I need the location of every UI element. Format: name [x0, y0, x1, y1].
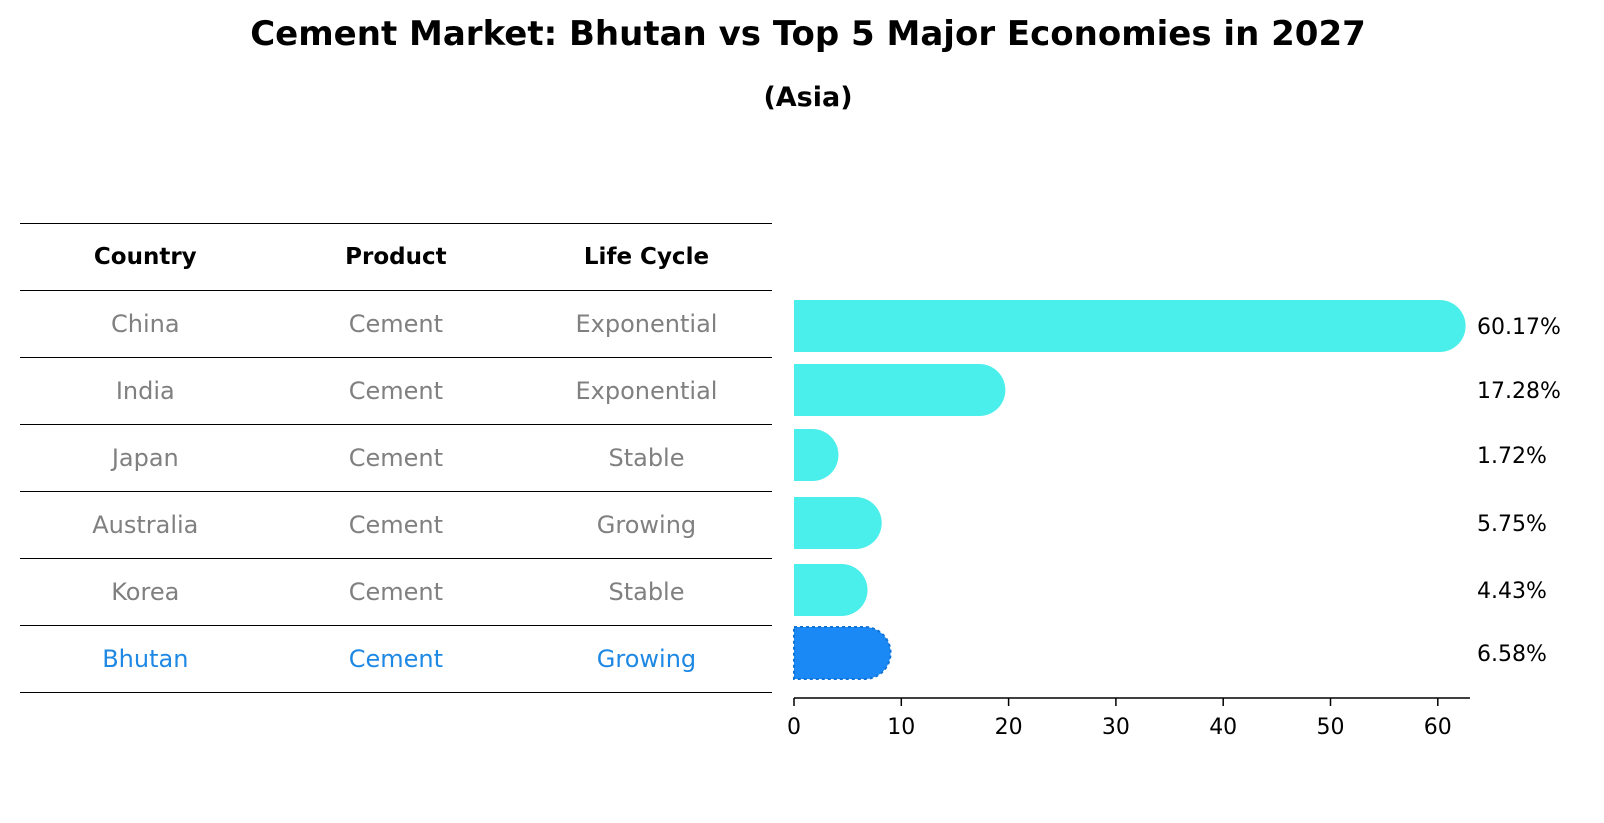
table-row-highlighted: Bhutan Cement Growing — [20, 625, 772, 693]
value-label-india: 17.28% — [1477, 379, 1561, 404]
table-row: China Cement Exponential — [20, 290, 772, 357]
bar-australia — [794, 497, 882, 549]
table-row: Japan Cement Stable — [20, 424, 772, 491]
cell-country: China — [111, 310, 180, 338]
header-product: Product — [345, 244, 447, 270]
cell-life-cycle: Growing — [596, 645, 697, 673]
cell-life-cycle: Stable — [608, 444, 685, 472]
cell-life-cycle: Stable — [608, 578, 685, 606]
x-axis: 0 10 20 30 40 50 60 — [787, 697, 1470, 740]
table-row: Australia Cement Growing — [20, 491, 772, 558]
cell-country: Japan — [111, 444, 179, 472]
cell-product: Cement — [348, 377, 444, 405]
cell-country: Australia — [92, 511, 199, 539]
value-label-korea: 4.43% — [1477, 579, 1547, 604]
bars-group — [793, 300, 1466, 680]
cell-life-cycle: Exponential — [575, 377, 718, 405]
table-header-row: Country Product Life Cycle — [20, 223, 772, 290]
header-country: Country — [93, 244, 197, 270]
market-table: Country Product Life Cycle China Cement … — [20, 223, 772, 693]
value-label-australia: 5.75% — [1477, 512, 1547, 537]
bar-japan — [794, 429, 839, 481]
cell-product: Cement — [348, 444, 444, 472]
x-tick-label-60: 60 — [1424, 715, 1452, 740]
x-tick-label-0: 0 — [787, 715, 801, 740]
cell-product: Cement — [348, 645, 444, 673]
cell-product: Cement — [348, 310, 444, 338]
table-row: India Cement Exponential — [20, 357, 772, 424]
cell-country: Bhutan — [102, 645, 189, 673]
chart-title: Cement Market: Bhutan vs Top 5 Major Eco… — [250, 14, 1366, 54]
cell-country: Korea — [111, 578, 180, 606]
x-tick-label-10: 10 — [887, 715, 915, 740]
x-tick-label-30: 30 — [1102, 715, 1130, 740]
bar-india — [794, 364, 1006, 416]
x-tick-label-50: 50 — [1317, 715, 1345, 740]
cell-life-cycle: Exponential — [575, 310, 718, 338]
value-label-china: 60.17% — [1477, 315, 1561, 340]
value-labels-group: 60.17% 17.28% 1.72% 5.75% 4.43% 6.58% — [1477, 315, 1561, 667]
cell-product: Cement — [348, 511, 444, 539]
chart-subtitle: (Asia) — [763, 82, 853, 113]
bar-china — [794, 300, 1466, 352]
value-label-bhutan: 6.58% — [1477, 642, 1547, 667]
x-tick-label-20: 20 — [995, 715, 1023, 740]
table-row: Korea Cement Stable — [20, 558, 772, 625]
x-tick-label-40: 40 — [1209, 715, 1237, 740]
bar-bhutan — [793, 626, 892, 680]
cell-product: Cement — [348, 578, 444, 606]
cell-life-cycle: Growing — [596, 511, 697, 539]
value-label-japan: 1.72% — [1477, 444, 1547, 469]
header-life-cycle: Life Cycle — [583, 244, 710, 270]
bar-korea — [794, 564, 868, 616]
cell-country: India — [115, 377, 175, 405]
